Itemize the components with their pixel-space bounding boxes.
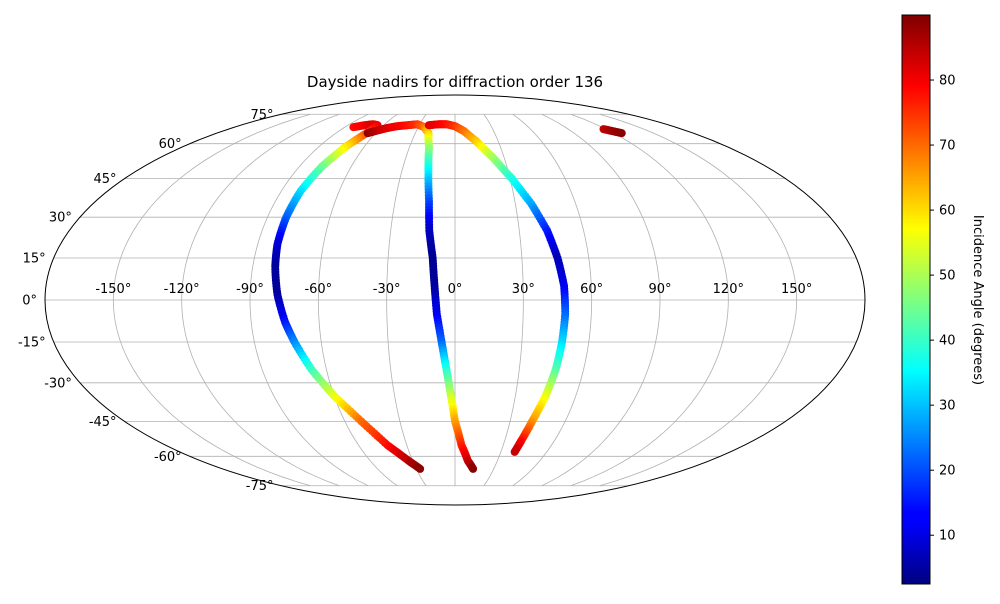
data-point — [416, 464, 425, 473]
latitude-tick-label: -75° — [246, 479, 274, 494]
latitude-tick-label: 30° — [49, 211, 72, 226]
longitude-tick-labels: -150° -120° -90° -60° -30° 0° 30° 60° 90° 120° 150… — [95, 282, 812, 297]
latitude-tick-label: -30° — [44, 376, 72, 391]
data-point — [510, 447, 519, 456]
latitude-tick-label: -45° — [89, 415, 117, 430]
longitude-tick-label: -150° — [95, 282, 131, 297]
longitude-gridline — [512, 113, 593, 487]
colorbar-label: Incidence Angle (degrees) — [970, 215, 985, 385]
graticule — [45, 113, 865, 487]
colorbar-ticks: 10 20 30 40 50 60 70 80 — [930, 74, 956, 544]
longitude-gridline — [483, 114, 524, 486]
colorbar-tick-label: 80 — [939, 74, 956, 89]
colorbar-tick-label: 20 — [939, 464, 956, 479]
longitude-tick-label: 0° — [448, 282, 463, 297]
chart-title: Dayside nadirs for diffraction order 136 — [307, 73, 603, 91]
longitude-gridline — [386, 114, 427, 486]
longitude-tick-label: -120° — [164, 282, 200, 297]
longitude-tick-label: 30° — [512, 282, 535, 297]
longitude-tick-label: -30° — [373, 282, 401, 297]
latitude-tick-label: 60° — [159, 137, 182, 152]
colorbar-tick-label: 60 — [939, 204, 956, 219]
longitude-tick-label: 120° — [713, 282, 744, 297]
longitude-gridline — [317, 113, 398, 487]
colorbar-tick-label: 50 — [939, 269, 956, 284]
longitude-gridline — [249, 113, 369, 487]
latitude-tick-label: -60° — [154, 450, 182, 465]
latitude-tick-label: 75° — [250, 108, 273, 123]
data-points — [271, 120, 626, 473]
data-point — [617, 129, 626, 138]
longitude-gridline — [541, 113, 661, 487]
data-point — [469, 464, 478, 473]
longitude-tick-label: 150° — [781, 282, 812, 297]
longitude-gridline — [112, 113, 311, 487]
longitude-gridline — [599, 113, 798, 487]
longitude-tick-label: -60° — [304, 282, 332, 297]
latitude-tick-label: 45° — [94, 172, 117, 187]
longitude-tick-label: 60° — [580, 282, 603, 297]
colorbar — [901, 14, 931, 585]
colorbar-tick-label: 40 — [939, 334, 956, 349]
latitude-tick-label: -15° — [18, 335, 46, 350]
longitude-tick-label: 90° — [648, 282, 671, 297]
map-boundary — [44, 94, 866, 506]
latitude-tick-label: 0° — [22, 294, 37, 309]
colorbar-tick-label: 30 — [939, 399, 956, 414]
longitude-gridline — [181, 113, 340, 487]
colorbar-tick-label: 70 — [939, 139, 956, 154]
latitude-tick-labels: -75° -60° -45° -30° -15° 0° 15° 30° 45° 60° 75° — [18, 108, 274, 494]
longitude-tick-label: -90° — [236, 282, 264, 297]
longitude-gridline — [570, 113, 729, 487]
colorbar-tick-label: 10 — [939, 529, 956, 544]
latitude-tick-label: 15° — [23, 252, 46, 267]
